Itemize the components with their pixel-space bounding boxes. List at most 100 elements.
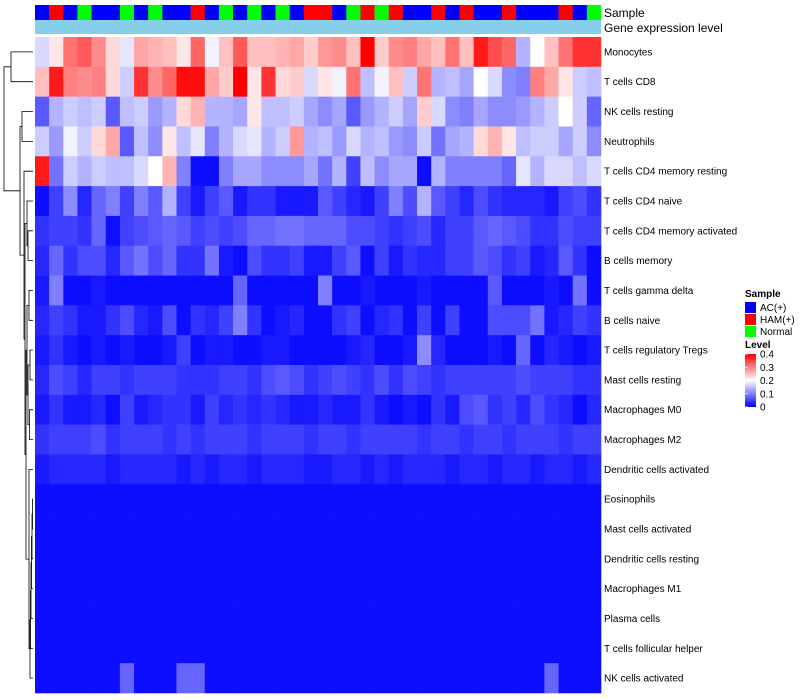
heatmap-cell <box>388 275 404 306</box>
heatmap-cell <box>162 66 177 97</box>
heatmap-cell <box>417 663 432 694</box>
heatmap-cell <box>346 543 361 575</box>
heatmap-cell <box>318 603 333 634</box>
heatmap-cell <box>346 603 361 634</box>
heatmap-cell <box>572 66 588 97</box>
heatmap-cell <box>374 215 390 247</box>
heatmap-cell <box>35 275 50 306</box>
heatmap-cell <box>586 335 602 366</box>
heatmap-cell <box>473 335 489 366</box>
heatmap-cell <box>77 394 92 425</box>
heatmap-cell <box>247 305 262 336</box>
annotation-bars <box>35 5 602 34</box>
heatmap-cell <box>417 394 432 425</box>
heatmap-cell <box>162 514 177 545</box>
heatmap-cell <box>261 156 276 187</box>
heatmap-cell <box>49 245 64 276</box>
heatmap-cell <box>374 126 390 157</box>
heatmap-cell <box>162 603 177 634</box>
heatmap-cell <box>558 633 573 664</box>
heatmap-cell <box>233 603 248 634</box>
heatmap-cell <box>473 365 489 396</box>
heatmap-cell <box>148 394 163 425</box>
heatmap-cell <box>586 365 602 396</box>
heatmap-cell <box>275 186 290 217</box>
heatmap-cell <box>275 37 290 68</box>
heatmap-cell <box>275 603 290 634</box>
heatmap-cell <box>77 603 92 634</box>
heatmap-cell <box>77 275 92 306</box>
heatmap-cell <box>388 126 404 157</box>
row-label: Macrophages M1 <box>604 584 682 595</box>
row-label: T cells regulatory Tregs <box>604 346 708 357</box>
level-tick-label: 0.4 <box>760 350 774 361</box>
heatmap-cell <box>318 156 333 187</box>
heatmap-cell <box>148 66 163 97</box>
heatmap-cell <box>35 484 50 515</box>
heatmap-cell <box>247 424 262 455</box>
heatmap-cell <box>346 275 361 306</box>
heatmap-cell <box>487 305 503 336</box>
heatmap-cell <box>501 573 517 604</box>
heatmap-cell <box>558 245 573 276</box>
heatmap-cell <box>516 633 531 664</box>
heatmap-cell <box>162 454 177 485</box>
heatmap-cell <box>204 454 220 485</box>
row-label: T cells CD4 memory resting <box>604 167 727 178</box>
heatmap-cell <box>530 424 545 455</box>
heatmap-cell <box>303 663 319 694</box>
heatmap-cell <box>176 126 191 157</box>
heatmap-cell <box>360 365 375 396</box>
heatmap-cell <box>586 215 602 247</box>
heatmap-cell <box>148 126 163 157</box>
heatmap-cell <box>516 573 531 604</box>
heatmap-cell <box>134 156 149 187</box>
heatmap-cell <box>473 484 489 515</box>
sample-legend-entries: AC(+)HAM(+)Normal <box>745 302 795 338</box>
heatmap-cell <box>501 156 517 187</box>
heatmap-cell <box>176 663 191 694</box>
heatmap-cell <box>417 543 432 575</box>
heatmap-cell <box>586 305 602 336</box>
heatmap-cell <box>501 245 517 276</box>
heatmap-cells <box>35 37 602 694</box>
heatmap-cell <box>77 37 92 68</box>
heatmap-cell <box>148 573 163 604</box>
heatmap-cell <box>176 96 191 127</box>
heatmap-cell <box>473 66 489 97</box>
row-label: Mast cells resting <box>604 375 681 386</box>
heatmap-cell <box>105 514 121 545</box>
heatmap-cell <box>275 454 290 485</box>
heatmap-cell <box>346 335 361 366</box>
heatmap-cell <box>544 215 559 247</box>
heatmap-cell <box>487 633 503 664</box>
heatmap-cell <box>346 365 361 396</box>
heatmap-cell <box>388 156 404 187</box>
sample-annotation-cell <box>148 5 163 20</box>
heatmap-cell <box>63 215 78 247</box>
heatmap-cell <box>586 275 602 306</box>
heatmap-cell <box>516 96 531 127</box>
heatmap-cell <box>63 305 78 336</box>
heatmap-cell <box>204 305 220 336</box>
heatmap-cell <box>134 394 149 425</box>
heatmap-cell <box>445 663 460 694</box>
heatmap-cell <box>105 424 121 455</box>
heatmap-cell <box>303 245 319 276</box>
heatmap-cell <box>204 633 220 664</box>
heatmap-cell <box>473 305 489 336</box>
heatmap-cell <box>501 424 517 455</box>
heatmap-cell <box>586 573 602 604</box>
heatmap-cell <box>374 365 390 396</box>
heatmap-cell <box>49 96 64 127</box>
heatmap-cell <box>261 514 276 545</box>
heatmap-cell <box>544 37 559 68</box>
heatmap-cell <box>63 37 78 68</box>
sample-legend-swatch <box>745 302 756 313</box>
heatmap-cell <box>261 543 276 575</box>
heatmap-cell <box>190 424 206 455</box>
heatmap-cell <box>289 484 305 515</box>
heatmap-cell <box>233 633 248 664</box>
heatmap-cell <box>332 573 347 604</box>
heatmap-cell <box>558 514 573 545</box>
